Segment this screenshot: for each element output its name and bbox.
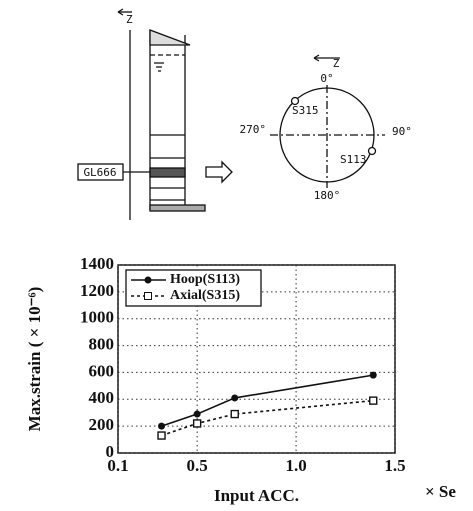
y-tick-label: 400 [89, 388, 115, 407]
series-line [161, 374, 374, 427]
angle-label: 270° [240, 123, 267, 136]
plot-frame [117, 264, 396, 454]
marker [193, 410, 201, 418]
legend-marker [144, 292, 152, 300]
legend-marker [144, 276, 152, 284]
angle-label: 90° [392, 125, 412, 138]
sensor-label: S315 [292, 104, 319, 117]
series-line [161, 399, 374, 437]
marker [369, 396, 378, 405]
x-axis-label: Input ACC. [214, 486, 299, 505]
angle-label: 0° [320, 72, 333, 85]
angle-label: 180° [314, 189, 341, 202]
legend-label: Axial(S315) [170, 288, 240, 303]
marker [230, 409, 239, 419]
x-tick-label: 1.0 [285, 456, 306, 475]
x-tick-label: 1.5 [384, 456, 405, 475]
y-tick-label: 1400 [80, 254, 114, 273]
y-tick-label: 1000 [80, 308, 114, 327]
x-tick-label: 0.1 [107, 456, 128, 475]
marker [158, 422, 166, 430]
gl-label: GL666 [83, 166, 116, 179]
sensor-label: S113 [340, 153, 367, 166]
x-axis-unit: × Se [425, 482, 456, 501]
marker [369, 371, 377, 379]
marker [192, 419, 202, 428]
z-label: Z [333, 57, 340, 70]
plan-circle [270, 54, 385, 188]
chart: 0 200 400 600 800 1000 1200 1400 0.1 0.5 1.0 1.5 Inp… [25, 254, 456, 505]
y-tick-label: 1200 [80, 281, 114, 300]
y-tick-label: 200 [89, 415, 115, 434]
y-tick-label: 0 [106, 442, 115, 461]
y-tick-label: 800 [89, 334, 115, 353]
marker [231, 394, 239, 402]
y-tick-label: 600 [89, 361, 115, 380]
soil-column [77, 8, 233, 220]
marker [157, 431, 166, 440]
x-tick-label: 0.5 [187, 456, 208, 475]
z-label: Z [126, 13, 133, 26]
y-axis-label: Max.strain ( × 10⁻⁶) [25, 287, 44, 432]
legend-label: Hoop(S113) [170, 272, 240, 287]
